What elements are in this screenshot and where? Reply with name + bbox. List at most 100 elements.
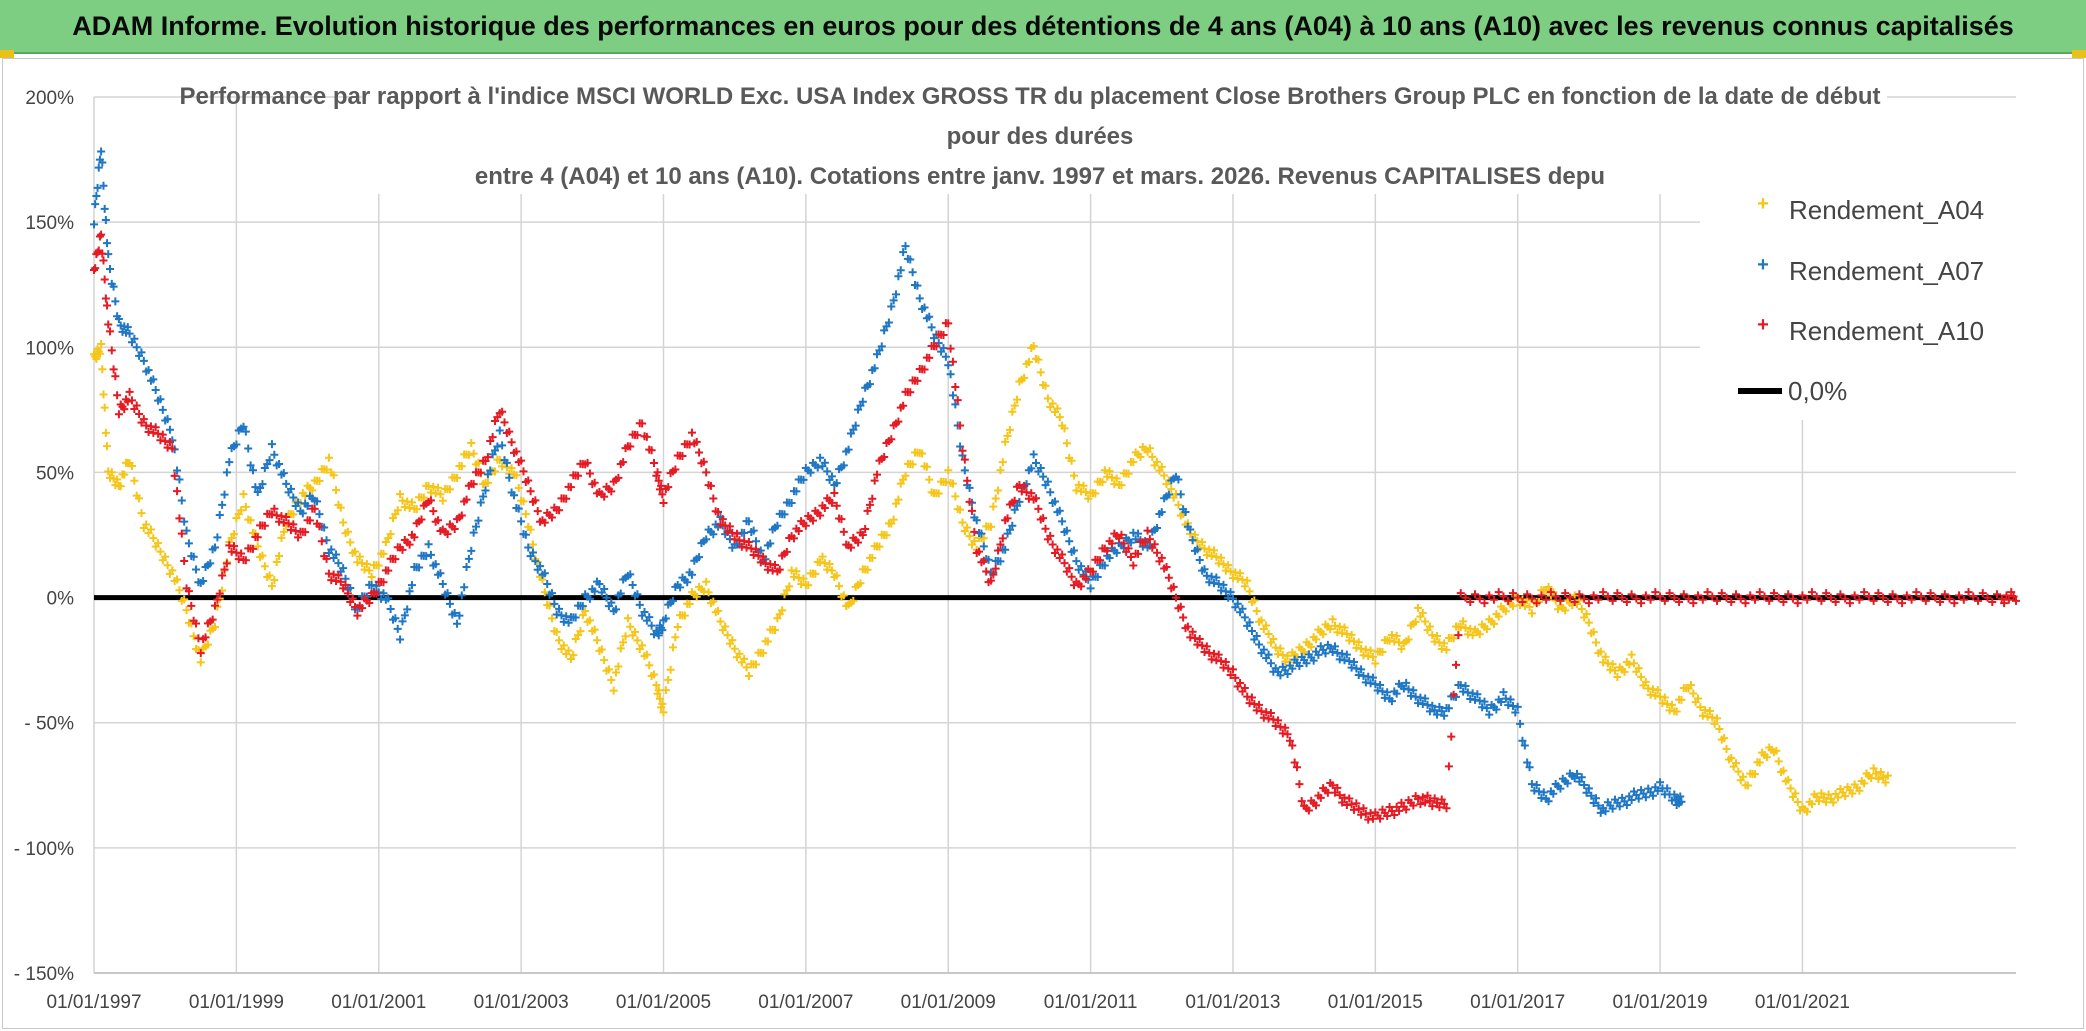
data-point xyxy=(1148,452,1157,461)
data-point xyxy=(692,592,701,601)
data-point xyxy=(913,281,922,290)
data-point xyxy=(1931,593,1940,602)
data-point xyxy=(854,538,863,547)
data-point xyxy=(645,661,654,670)
x-tick-label: 01/01/2013 xyxy=(1185,992,1280,1013)
data-point xyxy=(151,423,160,432)
data-point xyxy=(1461,682,1470,691)
data-point xyxy=(676,583,685,592)
data-point xyxy=(585,616,594,625)
data-point xyxy=(763,637,772,646)
data-point xyxy=(1561,589,1570,598)
corner-accent-left xyxy=(0,50,14,58)
data-point xyxy=(948,357,957,366)
data-point xyxy=(1556,784,1565,793)
data-point xyxy=(175,586,184,595)
data-point xyxy=(873,470,882,479)
data-point xyxy=(379,578,388,587)
data-point xyxy=(1705,706,1714,715)
data-point xyxy=(692,437,701,446)
data-point xyxy=(590,587,599,596)
data-point xyxy=(1217,553,1226,562)
data-point xyxy=(1428,701,1437,710)
data-point xyxy=(778,606,787,615)
data-point xyxy=(1048,399,1057,408)
data-point xyxy=(1072,557,1081,566)
report-banner: ADAM Informe. Evolution historique des p… xyxy=(0,0,2086,54)
data-point xyxy=(1105,554,1114,563)
data-point xyxy=(702,577,711,586)
data-point xyxy=(1872,769,1880,778)
data-point xyxy=(1613,673,1622,682)
data-point xyxy=(744,538,753,547)
data-point xyxy=(1760,592,1769,601)
data-point xyxy=(1601,807,1610,816)
data-point xyxy=(934,489,943,498)
data-point xyxy=(1834,793,1843,802)
x-tick-label: 01/01/2009 xyxy=(901,992,996,1013)
x-tick-label: 01/01/2019 xyxy=(1613,992,1708,1013)
data-point xyxy=(896,266,905,275)
data-point xyxy=(1001,437,1010,446)
data-point xyxy=(1489,595,1498,604)
data-point xyxy=(595,579,604,588)
data-point xyxy=(716,617,725,626)
data-point xyxy=(97,230,106,239)
data-point xyxy=(168,566,177,575)
data-point xyxy=(434,483,443,492)
data-point xyxy=(1416,800,1425,809)
data-point xyxy=(638,419,647,428)
data-point xyxy=(958,446,967,455)
data-point xyxy=(1069,546,1078,555)
data-point xyxy=(1433,631,1442,640)
data-point xyxy=(1228,594,1237,603)
data-point xyxy=(863,565,872,574)
data-point xyxy=(1689,599,1698,608)
data-point xyxy=(313,497,322,506)
data-point xyxy=(953,396,962,405)
data-point xyxy=(1784,775,1793,784)
data-point xyxy=(211,623,220,631)
data-point xyxy=(1065,537,1074,546)
data-point xyxy=(979,542,988,551)
data-point xyxy=(1672,707,1681,716)
data-point xyxy=(91,200,100,209)
data-point xyxy=(498,441,507,450)
data-point xyxy=(1259,645,1268,654)
data-point xyxy=(851,421,860,430)
data-point xyxy=(479,492,488,501)
data-point xyxy=(559,641,568,650)
data-point xyxy=(346,584,355,593)
data-point xyxy=(220,565,229,574)
data-point xyxy=(1423,791,1432,800)
data-point xyxy=(1603,592,1612,601)
data-point xyxy=(92,354,101,363)
data-point xyxy=(1079,481,1088,490)
data-point xyxy=(2004,595,2013,604)
data-point xyxy=(267,582,276,591)
legend-label-a07: Rendement_A07 xyxy=(1789,256,1984,286)
data-point xyxy=(339,564,348,573)
data-point xyxy=(626,442,635,451)
data-point xyxy=(1141,538,1150,547)
data-point xyxy=(120,470,129,479)
data-point xyxy=(116,482,125,491)
data-point xyxy=(1836,590,1845,599)
data-point xyxy=(1129,561,1138,570)
data-point xyxy=(963,523,972,532)
data-point xyxy=(453,619,462,628)
data-point xyxy=(536,562,545,571)
data-point xyxy=(519,467,528,476)
data-point xyxy=(1354,638,1363,647)
data-point xyxy=(1822,589,1831,598)
data-point xyxy=(614,473,623,482)
data-point xyxy=(1198,538,1207,547)
data-point xyxy=(1402,678,1411,687)
data-point xyxy=(789,534,798,543)
data-point xyxy=(1157,508,1166,517)
data-point xyxy=(282,512,291,521)
data-point xyxy=(517,456,526,465)
data-point xyxy=(1689,689,1698,698)
data-point xyxy=(794,526,803,535)
data-point xyxy=(132,343,141,352)
